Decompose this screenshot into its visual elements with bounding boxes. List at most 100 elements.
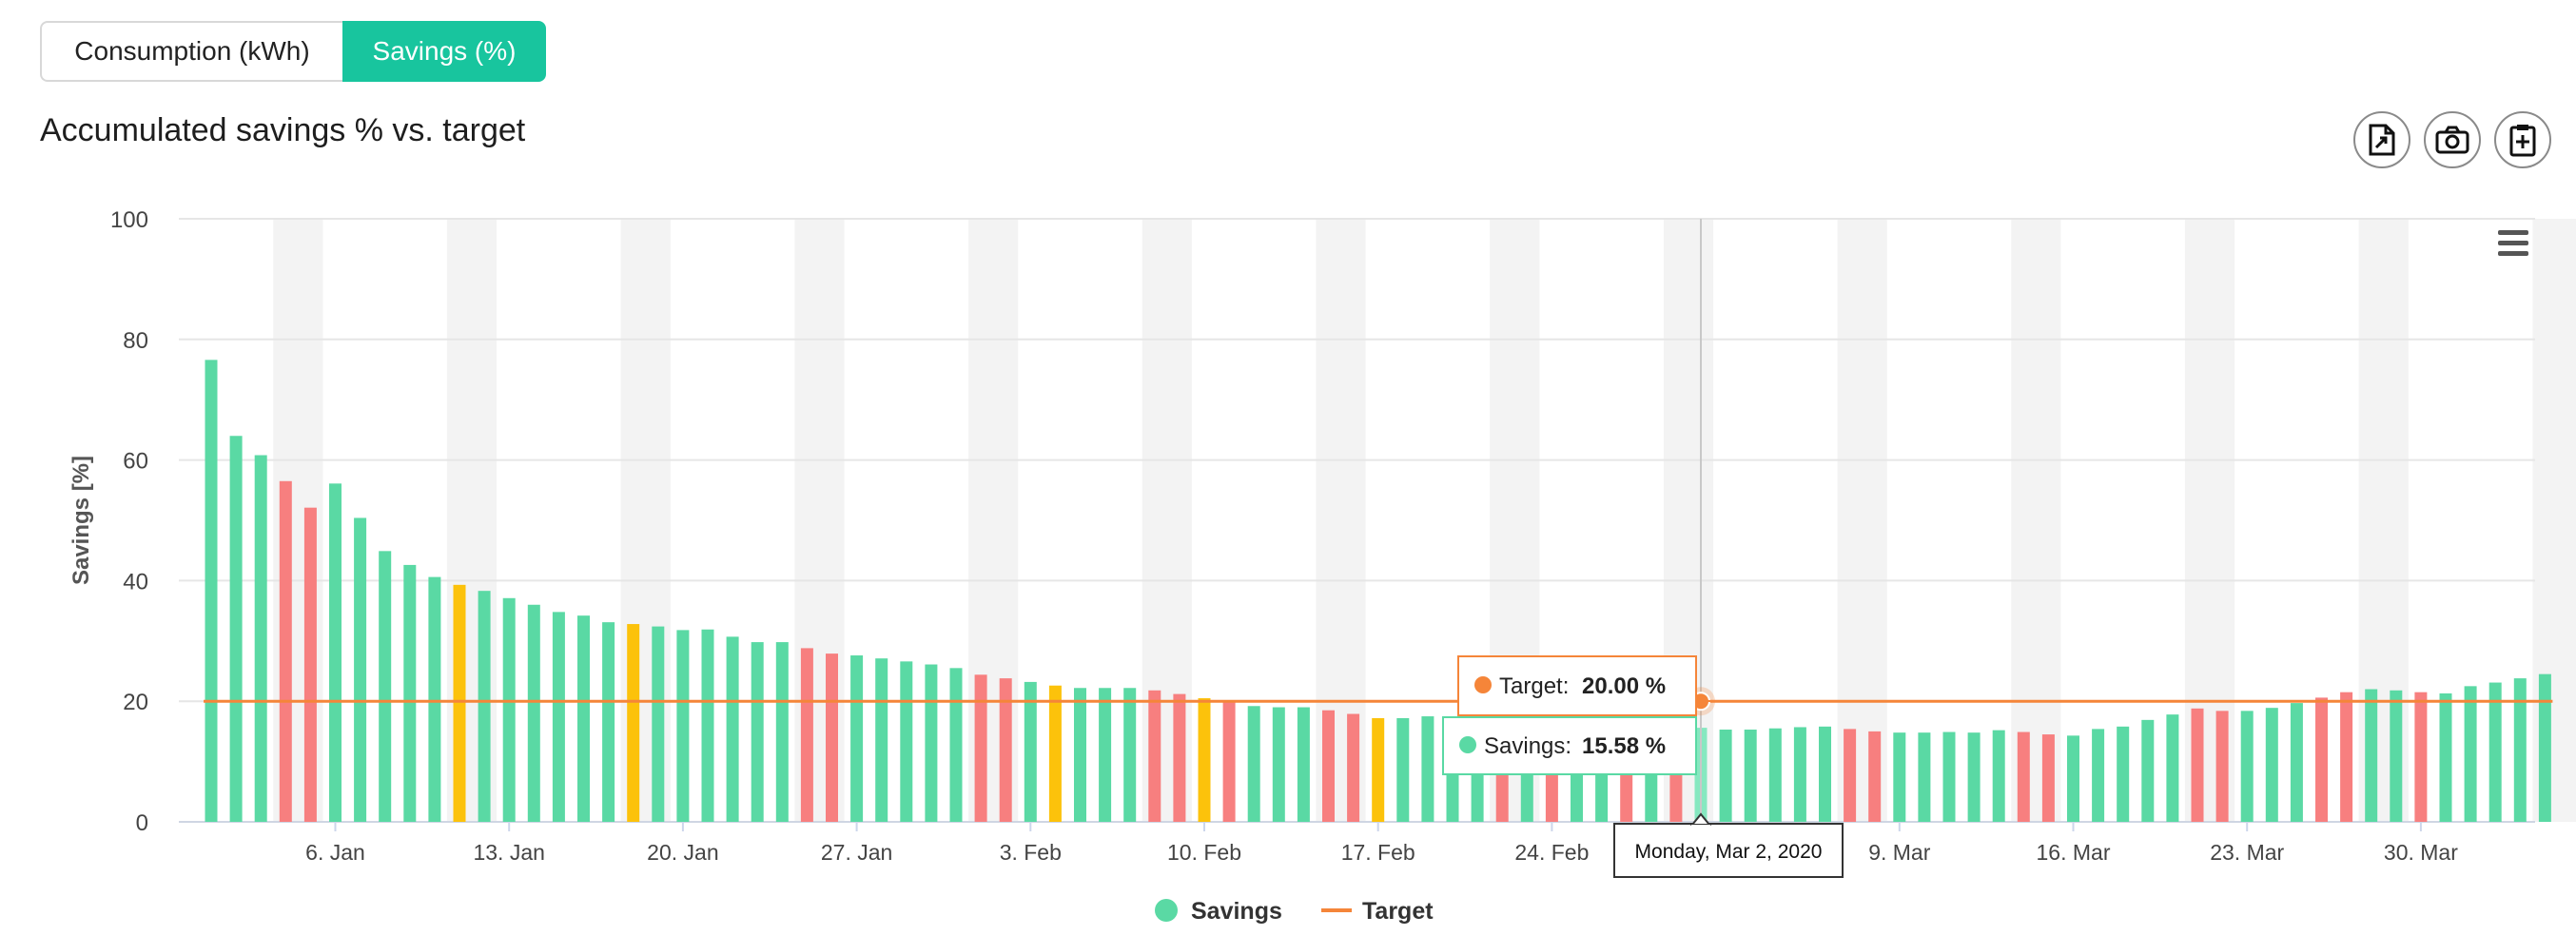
weekend-band [1837, 219, 1887, 822]
savings-bar [1099, 688, 1112, 822]
legend: Savings Target [1155, 898, 1434, 925]
savings-bar [900, 661, 913, 822]
savings-bar [2488, 682, 2502, 822]
savings-bar [2166, 714, 2179, 822]
savings-bar [1297, 707, 1310, 822]
savings-bar [403, 564, 417, 822]
hamburger-menu-icon [2498, 230, 2528, 256]
savings-bar [1372, 717, 1385, 822]
savings-bar [527, 604, 540, 822]
savings-bar [1347, 713, 1360, 822]
savings-bar [999, 678, 1012, 822]
savings-bar [552, 612, 565, 822]
savings-bar [478, 591, 491, 822]
savings-bar [1918, 732, 1931, 822]
savings-bar [1744, 729, 1757, 822]
target-tooltip-dot [1474, 676, 1492, 693]
clipboard-add-icon [2509, 125, 2536, 157]
legend-savings-dot [1155, 899, 1178, 922]
savings-bar [751, 642, 764, 822]
savings-bar [428, 576, 441, 822]
savings-bar [602, 622, 615, 822]
y-tick-label: 40 [123, 569, 148, 595]
legend-item-savings[interactable]: Savings [1155, 898, 1282, 925]
savings-bars [205, 360, 2551, 822]
y-tick-label: 100 [110, 207, 148, 233]
savings-tooltip-dot [1459, 736, 1476, 753]
chart-title: Accumulated savings % vs. target [40, 112, 526, 148]
x-tick-label: 13. Jan [473, 840, 544, 865]
axes: 0 20 40 60 80 100 Savings [%] 6. Jan 13. Jan 20. … [68, 207, 2458, 865]
savings-bar [2265, 708, 2278, 822]
savings-bar [875, 658, 888, 822]
y-axis-title: Savings [%] [68, 456, 94, 585]
tab-savings[interactable]: Savings (%) [342, 21, 546, 82]
savings-bar [2041, 734, 2055, 822]
target-tooltip-value: 20.00 % [1582, 673, 1666, 699]
savings-bar [826, 653, 838, 822]
savings-bar [1967, 732, 1981, 822]
savings-bar [1421, 716, 1434, 822]
savings-bar [1222, 700, 1236, 822]
y-tick-label: 80 [123, 328, 148, 354]
savings-bar [1173, 693, 1186, 822]
savings-bar [2340, 692, 2353, 822]
savings-bar [1793, 727, 1806, 822]
metric-toggle: Consumption (kWh) Savings (%) [40, 21, 546, 82]
savings-tooltip-value: 15.58 % [1582, 733, 1666, 759]
savings-bar [800, 648, 813, 822]
x-tick-label: 30. Mar [2384, 840, 2458, 865]
y-tick-label: 0 [136, 810, 148, 836]
savings-bar [726, 636, 739, 822]
savings-bar [2365, 689, 2378, 822]
savings-bar [2538, 673, 2551, 822]
x-tick-label: 27. Jan [821, 840, 892, 865]
savings-bar [205, 360, 218, 822]
x-tick-label: 9. Mar [1868, 840, 1931, 865]
tooltip-overlay: Target: 20.00 % Savings: 15.58 % Monday, Mar… [204, 219, 2553, 878]
savings-bar [2092, 729, 2105, 822]
export-button[interactable] [2353, 111, 2410, 168]
savings-bar [974, 674, 987, 822]
x-tick-label: 6. Jan [305, 840, 365, 865]
savings-bar [1272, 707, 1285, 822]
savings-bar [2017, 731, 2030, 822]
savings-bar [1844, 729, 1857, 822]
savings-bar [2464, 686, 2477, 822]
copy-button[interactable] [2494, 111, 2551, 168]
savings-bar [379, 551, 392, 822]
savings-bar [1148, 690, 1161, 822]
x-tick-label: 24. Feb [1514, 840, 1589, 865]
tab-consumption[interactable]: Consumption (kWh) [40, 21, 342, 82]
date-label-pointer-mask [1691, 825, 1710, 829]
legend-item-target[interactable]: Target [1321, 898, 1434, 925]
savings-bar [701, 629, 714, 822]
savings-bar [2315, 697, 2328, 822]
savings-bar [303, 507, 317, 822]
savings-bar [627, 624, 640, 822]
savings-bar [1123, 688, 1137, 822]
x-tick-label: 3. Feb [1000, 840, 1062, 865]
savings-bar [2191, 708, 2204, 822]
savings-bar [1992, 730, 2005, 822]
y-tick-label: 60 [123, 449, 148, 475]
savings-bar [354, 517, 367, 822]
savings-bar [775, 642, 789, 822]
savings-bar [2215, 711, 2229, 822]
savings-bar [502, 597, 516, 822]
savings-bar [1322, 710, 1335, 822]
savings-bar [925, 664, 938, 822]
savings-bar [850, 655, 864, 822]
savings-bar [254, 455, 267, 822]
savings-bar [1074, 688, 1086, 822]
x-tick-label: 20. Jan [647, 840, 718, 865]
savings-bar [949, 668, 963, 822]
savings-bar [2290, 703, 2303, 822]
screenshot-button[interactable] [2424, 111, 2481, 168]
chart-menu-button[interactable] [2496, 228, 2528, 261]
target-tooltip-label: Target: [1499, 673, 1569, 699]
savings-bar [1868, 731, 1882, 822]
savings-bar [2390, 690, 2403, 822]
savings-bar [229, 436, 243, 822]
